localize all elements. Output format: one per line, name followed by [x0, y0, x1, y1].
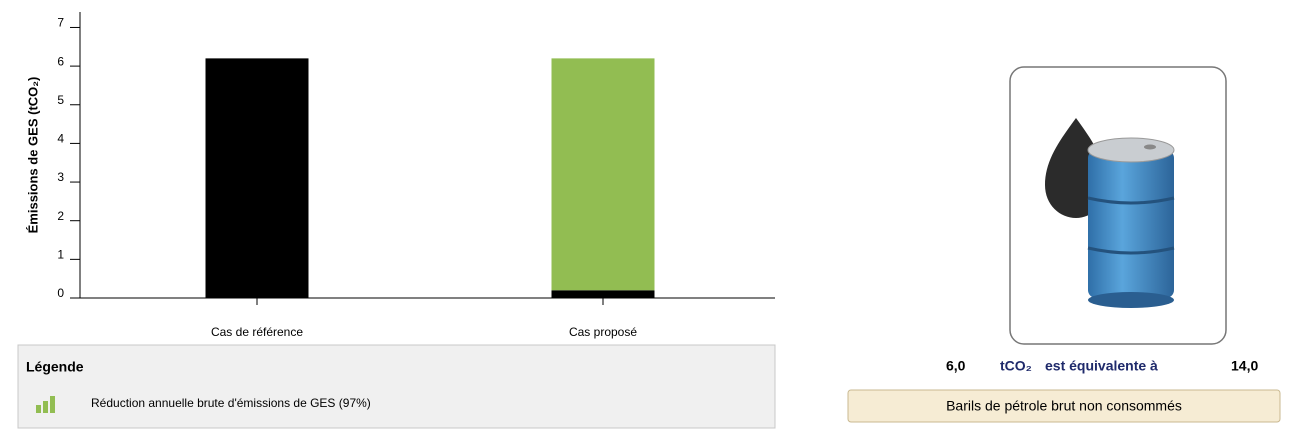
y-tick-label: 5: [57, 93, 64, 107]
y-tick-label: 0: [57, 286, 64, 300]
y-axis-label: Émissions de GES (tCO₂): [25, 77, 40, 234]
bar-segment: [551, 290, 655, 298]
y-tick-label: 4: [57, 132, 64, 146]
oil-barrel-icon: [1045, 118, 1175, 308]
y-tick-label: 3: [57, 170, 64, 184]
button[interactable]: [847, 389, 1281, 423]
y-tick-label: 1: [57, 248, 64, 262]
result: 14,0: [1231, 358, 1258, 374]
bar-segment: [205, 58, 309, 298]
button-label[interactable]: Barils de pétrole brut non consommés: [946, 398, 1182, 414]
legend-swatch: [50, 396, 55, 413]
legend-title: Légende: [26, 359, 84, 375]
amount: 6,0: [946, 358, 966, 374]
y-tick-label: 6: [57, 54, 64, 68]
x-tick-label: Cas de référence: [211, 325, 303, 339]
equivalence-text: est équivalente à: [1045, 358, 1158, 374]
y-tick-label: 7: [57, 16, 64, 30]
legend-box: [17, 344, 776, 429]
unit: tCO₂: [1000, 358, 1032, 374]
legend-swatch: [36, 405, 41, 413]
bar-segment: [551, 58, 655, 291]
y-tick-label: 2: [57, 209, 64, 223]
legend-label: Réduction annuelle brute d'émissions de …: [91, 396, 371, 410]
legend-swatch: [43, 401, 48, 413]
x-tick-label: Cas proposé: [569, 325, 637, 339]
